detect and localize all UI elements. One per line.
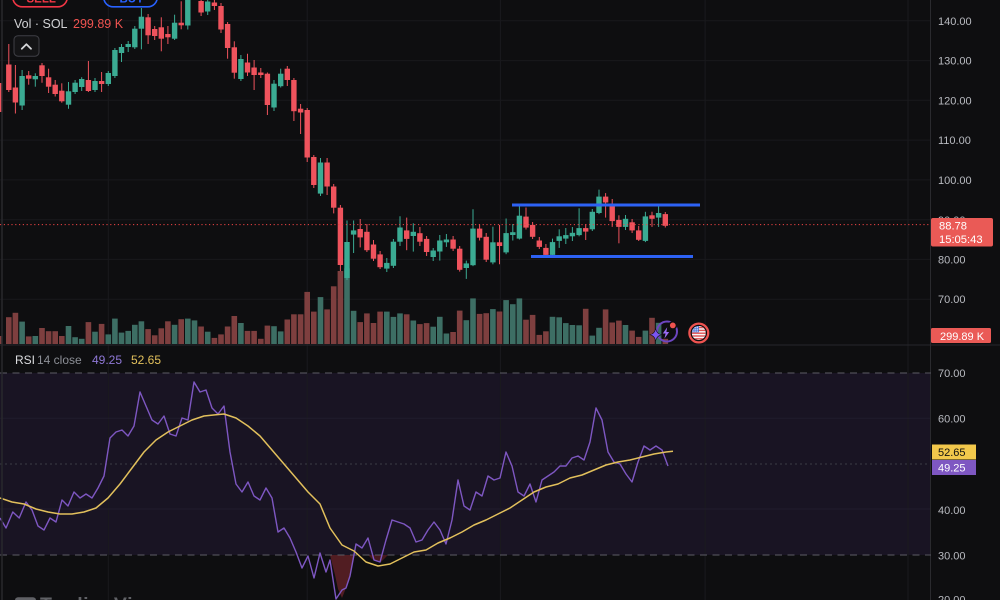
svg-text:80.00: 80.00 — [938, 254, 966, 266]
svg-text:Vol · SOL: Vol · SOL — [14, 17, 68, 31]
svg-text:130.00: 130.00 — [938, 56, 972, 68]
svg-text:299.89 K: 299.89 K — [73, 17, 124, 31]
svg-text:52.65: 52.65 — [131, 353, 161, 367]
svg-text:20.00: 20.00 — [938, 595, 966, 600]
svg-text:14 close: 14 close — [37, 353, 82, 367]
svg-text:299.89 K: 299.89 K — [940, 331, 985, 343]
svg-text:100.00: 100.00 — [938, 175, 972, 187]
svg-text:49.25: 49.25 — [92, 353, 122, 367]
svg-text:TradingView: TradingView — [40, 594, 160, 600]
svg-text:70.00: 70.00 — [938, 294, 966, 306]
svg-text:49.25: 49.25 — [938, 463, 966, 475]
svg-text:RSI: RSI — [15, 353, 35, 367]
svg-text:70.00: 70.00 — [938, 368, 966, 380]
svg-text:110.00: 110.00 — [938, 135, 971, 147]
svg-text:15:05:43: 15:05:43 — [939, 234, 983, 246]
svg-text:SELL: SELL — [27, 0, 56, 6]
svg-text:140.00: 140.00 — [938, 16, 972, 28]
svg-text:BUY: BUY — [120, 0, 145, 6]
svg-text:52.65: 52.65 — [938, 447, 966, 459]
svg-text:88.78: 88.78 — [939, 221, 967, 233]
svg-text:40.00: 40.00 — [938, 505, 966, 517]
svg-text:60.00: 60.00 — [938, 414, 966, 426]
svg-text:120.00: 120.00 — [938, 95, 972, 107]
svg-text:30.00: 30.00 — [938, 551, 966, 563]
